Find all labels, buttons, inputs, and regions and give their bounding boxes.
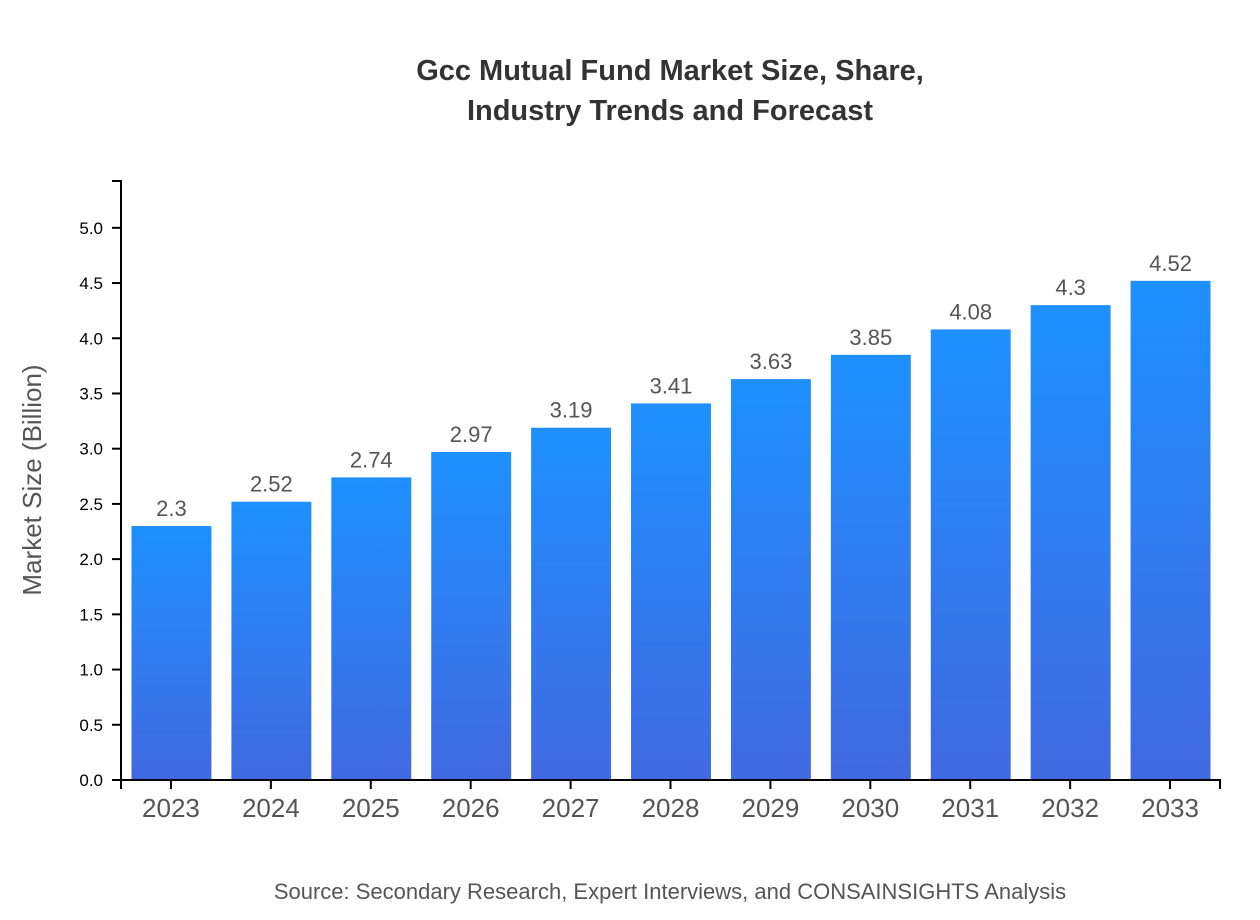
bar-2030 [830,354,911,780]
x-tick-label-2023: 2023 [142,793,200,823]
y-tick-label-4.5: 4.5 [79,274,103,293]
x-axis: 2023 2024 2025 2026 2027 2028 2029 2030 2031 2032… [120,779,1221,823]
data-label-2025: 2.74 [350,447,393,472]
x-tick-label-2029: 2029 [741,793,799,823]
data-label-2028: 3.41 [650,373,693,398]
y-tick-label-2.0: 2.0 [79,550,103,569]
x-tick-label-2032: 2032 [1041,793,1099,823]
data-label-2023: 2.3 [156,496,187,521]
x-tick-label-2026: 2026 [442,793,500,823]
data-label-2024: 2.52 [250,472,293,497]
y-tick-label-1.0: 1.0 [79,661,103,680]
y-tick-label-0.0: 0.0 [79,771,103,790]
y-tick-label-3.0: 3.0 [79,440,103,459]
y-tick-label-2.5: 2.5 [79,495,103,514]
x-tick-label-2033: 2033 [1141,793,1199,823]
y-tick-label-4.0: 4.0 [79,329,103,348]
y-tick-label-3.5: 3.5 [79,384,103,403]
bar-2033 [1130,280,1211,780]
x-tick-label-2030: 2030 [841,793,899,823]
bar-2026 [431,452,512,780]
bar-2028 [631,403,711,780]
data-label-2033: 4.52 [1149,251,1192,276]
x-tick-label-2025: 2025 [342,793,400,823]
source-note: Source: Secondary Research, Expert Inter… [274,879,1066,904]
bar-2032 [1030,305,1111,780]
x-tick-label-2028: 2028 [642,793,700,823]
y-axis-line [112,180,122,781]
bars: 2.3 2.52 2.74 2.97 3.19 3.41 3.63 3.85 4.08 4.3 4.… [131,251,1211,780]
data-label-2026: 2.97 [450,422,493,447]
data-label-2030: 3.85 [849,325,892,350]
y-axis-label: Market Size (Billion) [17,364,47,595]
data-label-2027: 3.19 [550,398,593,423]
y-axis: 0.0 0.5 1.0 1.5 2.0 2.5 3.0 3.5 4.0 4.5 5.0 [79,180,122,790]
data-label-2031: 4.08 [949,299,992,324]
bar-2027 [531,427,612,780]
x-tick-label-2027: 2027 [542,793,600,823]
bar-2029 [730,379,811,780]
x-tick-label-2024: 2024 [242,793,300,823]
y-tick-label-5.0: 5.0 [79,219,103,238]
chart-title-line-1: Gcc Mutual Fund Market Size, Share, [416,55,924,87]
y-tick-label-0.5: 0.5 [79,716,103,735]
data-label-2032: 4.3 [1055,275,1086,300]
chart-title-line-2: Industry Trends and Forecast [467,95,873,127]
bar-2023 [131,525,212,780]
y-tick-label-1.5: 1.5 [79,605,103,624]
bar-2024 [231,501,312,780]
bar-2025 [331,477,412,780]
bar-2031 [930,329,1011,780]
x-axis-line [120,779,1221,789]
x-tick-label-2031: 2031 [941,793,999,823]
data-label-2029: 3.63 [749,349,792,374]
